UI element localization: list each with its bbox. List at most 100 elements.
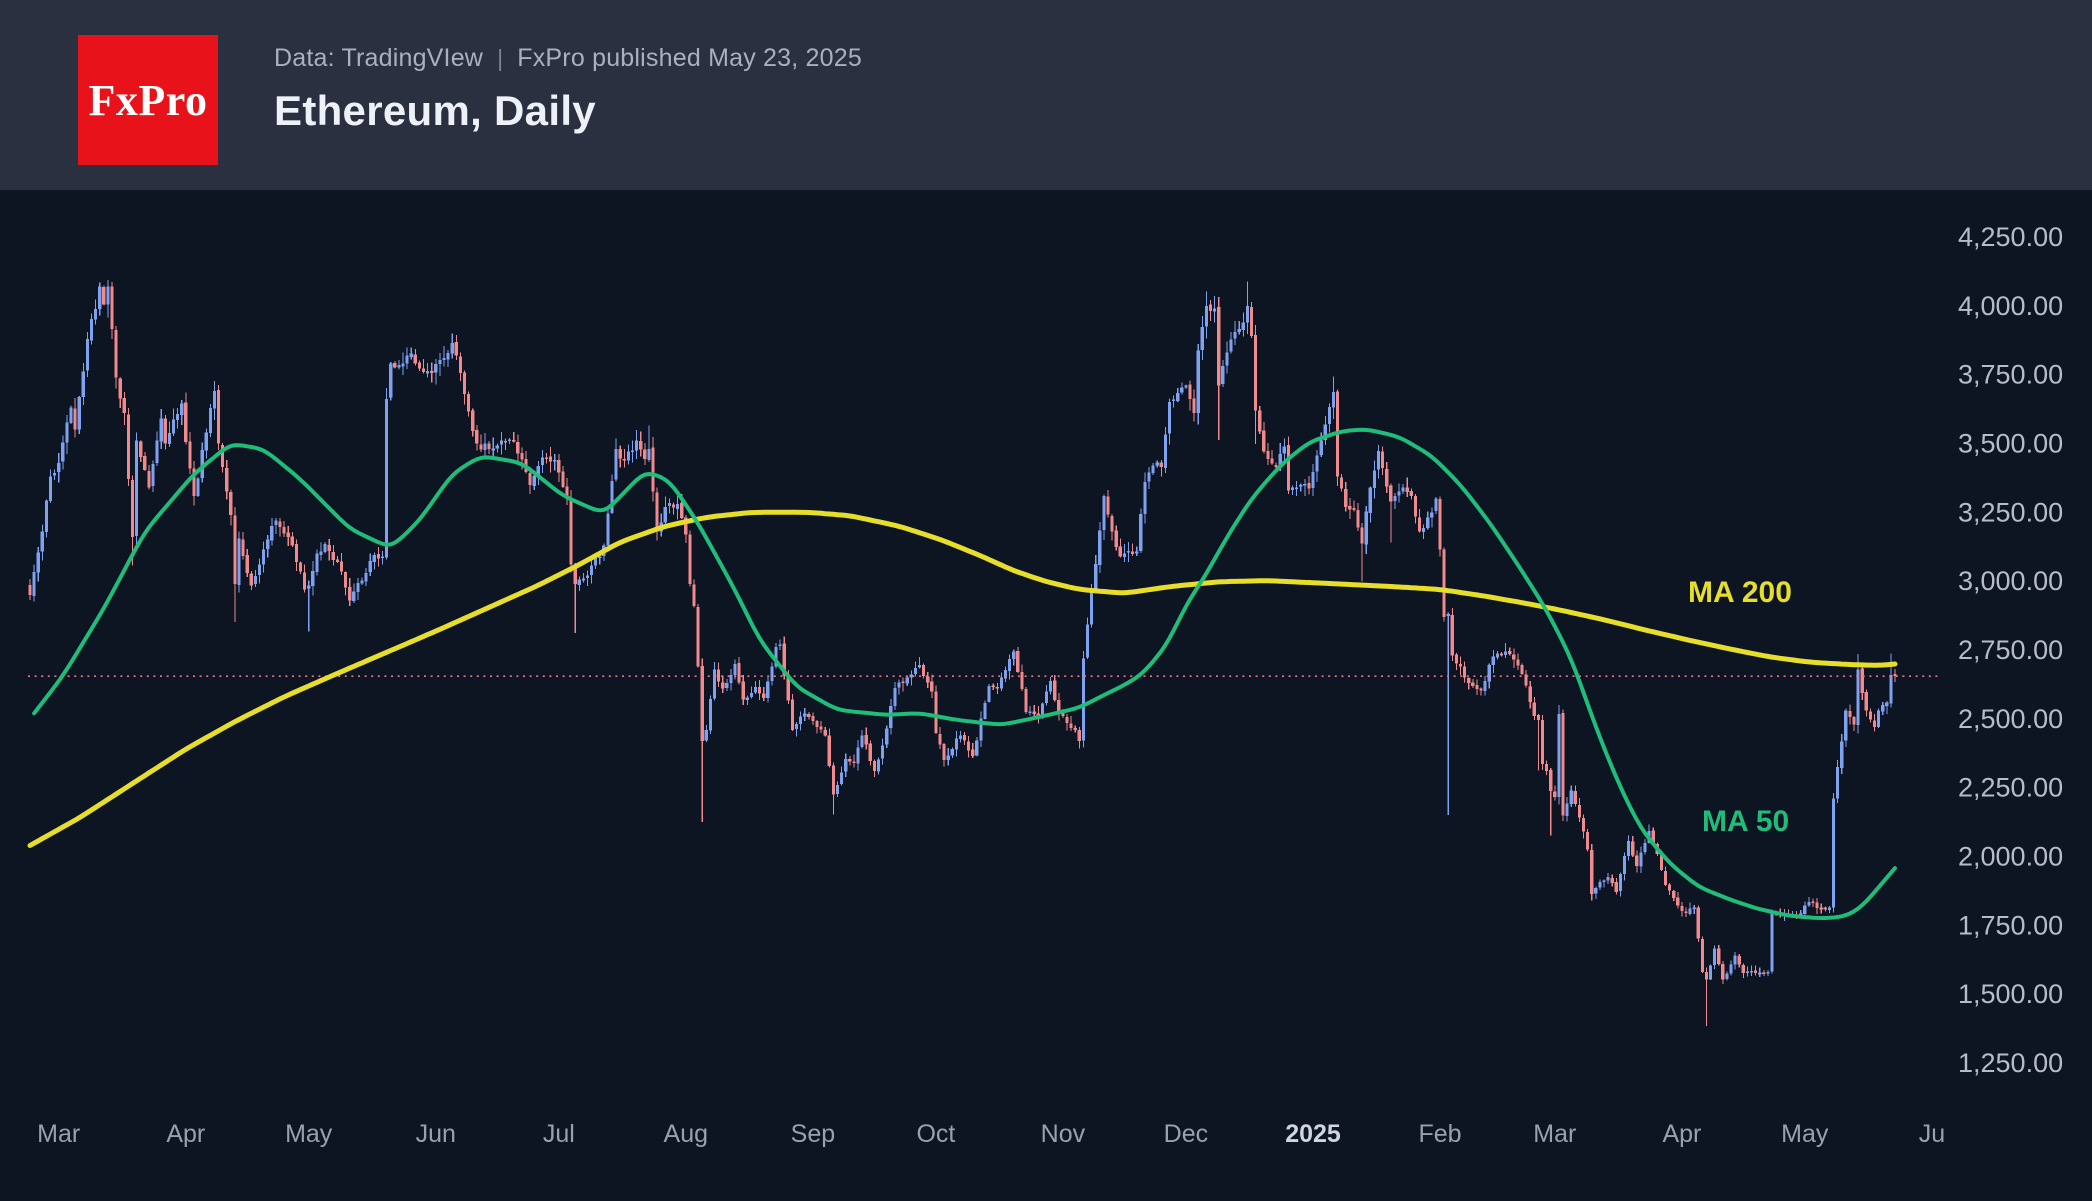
x-tick-label: 2025: [1285, 1120, 1341, 1148]
candle: [876, 757, 881, 775]
candle: [991, 683, 995, 690]
x-tick-label: Jul: [543, 1120, 575, 1148]
candle: [376, 547, 380, 567]
candle: [815, 719, 819, 734]
ma-200-label: MA 200: [1688, 576, 1792, 609]
candle: [1475, 679, 1479, 695]
candle: [475, 425, 479, 451]
x-axis: Mar Apr May Jun Jul Aug Sep Oct Nov Dec 2025 Feb Mar…: [37, 1120, 1945, 1148]
candle: [1458, 656, 1463, 675]
candle: [881, 738, 885, 765]
candle: [1598, 879, 1602, 890]
candle: [651, 437, 655, 502]
candle: [85, 331, 89, 377]
candle: [827, 728, 831, 768]
candle: [1606, 873, 1610, 884]
candle: [487, 440, 491, 454]
candle: [1831, 793, 1836, 913]
candle: [729, 669, 733, 691]
candle: [930, 674, 934, 699]
candle: [1327, 403, 1331, 433]
candle: [454, 334, 458, 361]
x-tick-label: Mar: [37, 1120, 80, 1148]
candle: [934, 685, 938, 734]
candle: [762, 686, 766, 701]
candle: [1848, 704, 1852, 725]
candle: [565, 478, 569, 506]
candle: [1237, 321, 1241, 335]
candle: [331, 545, 335, 566]
candle: [1172, 395, 1176, 408]
candle: [1143, 472, 1147, 524]
candle: [536, 461, 540, 485]
candle: [544, 452, 549, 464]
candle: [1057, 693, 1061, 721]
candle: [1631, 836, 1635, 858]
candle: [364, 567, 368, 587]
candle: [1708, 964, 1713, 980]
y-tick-label: 1,750.00: [1958, 910, 2063, 940]
candle: [1335, 389, 1340, 487]
candle: [909, 670, 913, 686]
candle: [483, 433, 487, 460]
x-tick-label: Sep: [791, 1120, 835, 1148]
candle: [1184, 384, 1188, 389]
candle: [397, 360, 401, 370]
candle: [200, 442, 204, 483]
candle: [503, 438, 508, 450]
header: FxPro Data: TradingVIew | FxPro published …: [0, 0, 2092, 190]
candle: [954, 731, 958, 757]
candle: [319, 542, 323, 561]
candle: [389, 362, 393, 401]
candle: [922, 663, 926, 679]
candle: [1208, 300, 1213, 322]
candle: [848, 755, 852, 766]
published-label: FxPro published May 23, 2025: [517, 44, 862, 72]
candle: [44, 499, 48, 538]
candle: [745, 695, 749, 706]
candle: [171, 408, 176, 437]
candle: [639, 431, 643, 457]
candle: [1012, 649, 1016, 666]
candle: [1098, 522, 1102, 574]
candle: [1221, 360, 1225, 387]
y-tick-label: 3,000.00: [1958, 566, 2063, 596]
candle: [110, 281, 114, 339]
candle: [872, 759, 876, 777]
candle: [1467, 677, 1471, 690]
candle: [950, 747, 954, 759]
candle: [1229, 332, 1233, 354]
candle: [1700, 936, 1704, 974]
candle: [1213, 296, 1217, 323]
y-tick-label: 3,250.00: [1958, 497, 2063, 527]
candle: [442, 346, 446, 367]
candle: [692, 579, 696, 608]
ma-50-label: MA 50: [1702, 805, 1789, 838]
candle: [266, 534, 270, 558]
candle: [897, 679, 901, 695]
candle: [508, 438, 512, 444]
candle: [1401, 484, 1405, 494]
candle: [1811, 898, 1815, 907]
candle: [962, 732, 967, 746]
candle: [102, 285, 106, 306]
candle: [1044, 684, 1049, 706]
candle: [1577, 798, 1581, 823]
candle: [188, 432, 192, 474]
candle: [725, 679, 729, 691]
candle: [151, 460, 155, 492]
candle: [516, 434, 520, 461]
candle: [577, 576, 581, 591]
candle: [1114, 525, 1118, 551]
candle: [417, 360, 421, 371]
candle: [823, 726, 827, 737]
candle: [1454, 653, 1458, 670]
candle: [1110, 513, 1114, 541]
candle: [1741, 963, 1745, 978]
candle: [401, 352, 405, 375]
candle: [1016, 646, 1020, 674]
candle: [163, 415, 167, 450]
candle: [135, 432, 139, 546]
candle: [98, 282, 102, 316]
candle: [1561, 709, 1565, 822]
